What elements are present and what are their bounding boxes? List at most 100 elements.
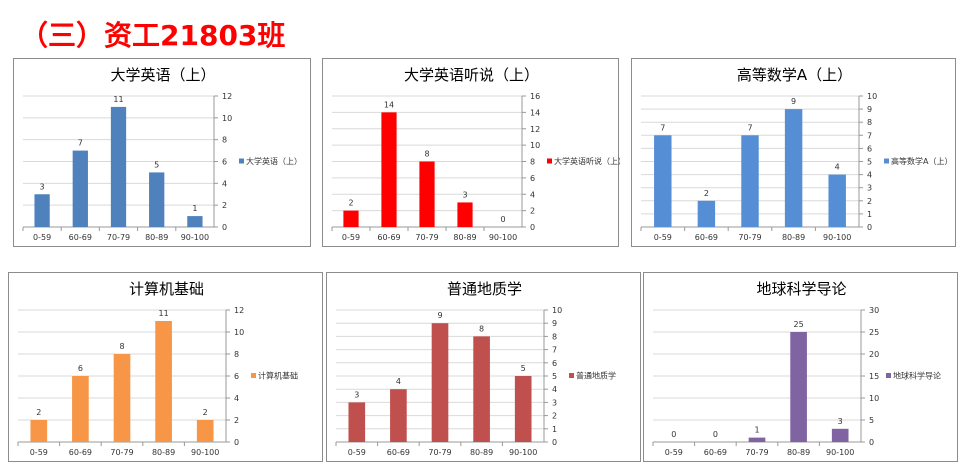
- data-label: 3: [354, 390, 359, 399]
- legend-swatch: [569, 373, 574, 378]
- data-label: 2: [348, 199, 353, 208]
- bar: [697, 200, 716, 227]
- data-label: 0: [713, 430, 718, 439]
- x-tick-label: 80-89: [152, 448, 175, 457]
- bar: [196, 420, 214, 442]
- y-tick-label: 8: [530, 158, 535, 167]
- legend-label: 大学英语（上）: [246, 156, 302, 166]
- bar: [34, 194, 50, 227]
- y-tick-label: 6: [222, 158, 227, 167]
- y-tick-label: 0: [234, 438, 239, 447]
- y-tick-label: 6: [234, 372, 239, 381]
- y-tick-label: 30: [869, 306, 879, 315]
- x-tick-label: 70-79: [738, 233, 761, 242]
- bar: [431, 323, 449, 442]
- x-tick-label: 60-69: [704, 448, 727, 457]
- x-tick-label: 0-59: [665, 448, 683, 457]
- x-tick-label: 60-69: [387, 448, 410, 457]
- y-tick-label: 8: [867, 118, 872, 127]
- y-tick-label: 10: [234, 328, 244, 337]
- legend-label: 大学英语听说（上）: [554, 156, 620, 166]
- bar: [72, 376, 89, 442]
- y-tick-label: 6: [530, 174, 535, 183]
- bar-chart: 计算机基础 0 2 4 6 8 10 12 2 0-59 6 60-69 8 70-79 11 80-89 2 9…: [17, 280, 298, 457]
- bar: [748, 437, 766, 442]
- legend-label: 高等数学A（上）: [891, 156, 952, 166]
- y-tick-label: 8: [222, 136, 227, 145]
- bar: [348, 402, 366, 442]
- data-label: 3: [838, 417, 843, 426]
- y-tick-label: 25: [869, 328, 879, 337]
- bar: [155, 321, 172, 442]
- x-tick-label: 0-59: [33, 233, 51, 242]
- bar: [457, 202, 473, 227]
- bar-chart: 高等数学A（上） 0 1 2 3 4 5 6 7 8 9 10 7 0-59 2 60-69 7 70-79 9 80…: [640, 66, 952, 242]
- x-tick-label: 70-79: [745, 448, 768, 457]
- x-tick-label: 0-59: [348, 448, 366, 457]
- data-label: 14: [384, 100, 394, 109]
- x-tick-label: 80-89: [453, 233, 476, 242]
- y-tick-label: 6: [552, 359, 557, 368]
- y-tick-label: 1: [552, 425, 557, 434]
- y-tick-label: 10: [552, 306, 562, 315]
- y-tick-label: 5: [867, 158, 872, 167]
- chart-panel: 大学英语听说（上） 0 2 4 6 8 10 12 14 16 2 0-59 14 60-69 8 70-79…: [322, 58, 620, 247]
- data-label: 9: [437, 311, 442, 320]
- y-tick-label: 10: [222, 114, 232, 123]
- data-label: 9: [791, 97, 796, 106]
- page-title: （三）资工21803班: [20, 19, 286, 52]
- y-tick-label: 0: [867, 223, 872, 232]
- y-tick-label: 1: [867, 210, 872, 219]
- y-tick-label: 16: [530, 92, 540, 101]
- bar: [419, 161, 435, 227]
- y-tick-label: 2: [530, 207, 535, 216]
- bar-chart: 普通地质学 0 1 2 3 4 5 6 7 8 9 10 3 0-59 4 60-69 9 70-79 8 80-89…: [335, 280, 616, 457]
- legend-label: 地球科学导论: [893, 371, 941, 381]
- chart-panel: 地球科学导论 0 5 10 15 20 25 30 0 0-59 0 60-69 1 70-79 25 80-…: [643, 272, 958, 462]
- y-tick-label: 4: [552, 385, 557, 394]
- y-tick-label: 9: [552, 319, 557, 328]
- chart-title: 计算机基础: [129, 280, 204, 298]
- chart-title: 高等数学A（上）: [737, 66, 852, 84]
- y-tick-label: 0: [222, 223, 227, 232]
- bar-chart: 大学英语（上） 0 2 4 6 8 10 12 3 0-59 7 60-69 11 70-79 5 80-89…: [22, 66, 302, 242]
- data-label: 4: [835, 163, 840, 172]
- data-label: 11: [113, 95, 123, 104]
- legend-swatch: [239, 158, 244, 164]
- data-label: 7: [747, 123, 752, 132]
- data-label: 2: [704, 189, 709, 198]
- data-label: 7: [660, 123, 665, 132]
- y-tick-label: 5: [869, 416, 874, 425]
- x-tick-label: 60-69: [377, 233, 400, 242]
- y-tick-label: 12: [530, 125, 540, 134]
- bar: [654, 135, 672, 227]
- data-label: 5: [521, 364, 526, 373]
- data-label: 0: [671, 430, 676, 439]
- y-tick-label: 2: [222, 201, 227, 210]
- y-tick-label: 7: [867, 131, 872, 140]
- y-tick-label: 20: [869, 350, 879, 359]
- y-tick-label: 8: [552, 332, 557, 341]
- bar: [831, 428, 849, 442]
- chart-panel: 大学英语（上） 0 2 4 6 8 10 12 3 0-59 7 60-69 11 70-79 5 80-89…: [13, 58, 311, 247]
- chart-title: 大学英语（上）: [110, 66, 215, 84]
- chart-panel: 计算机基础 0 2 4 6 8 10 12 2 0-59 6 60-69 8 70-79 11 80-89 2 9…: [8, 272, 323, 462]
- data-label: 6: [78, 364, 83, 373]
- data-label: 7: [78, 139, 83, 148]
- y-tick-label: 14: [530, 108, 540, 117]
- y-tick-label: 15: [869, 372, 879, 381]
- bar-chart: 地球科学导论 0 5 10 15 20 25 30 0 0-59 0 60-69 1 70-79 25 80-…: [652, 280, 941, 457]
- data-label: 0: [500, 215, 505, 224]
- bar: [473, 336, 490, 442]
- y-tick-label: 4: [234, 394, 239, 403]
- data-label: 11: [159, 309, 169, 318]
- bar-chart: 大学英语听说（上） 0 2 4 6 8 10 12 14 16 2 0-59 14 60-69 8 70-79…: [331, 66, 620, 242]
- y-tick-label: 2: [234, 416, 239, 425]
- x-tick-label: 80-89: [145, 233, 168, 242]
- data-label: 1: [192, 204, 197, 213]
- x-tick-label: 70-79: [428, 448, 451, 457]
- bar: [343, 210, 359, 227]
- y-tick-label: 7: [552, 346, 557, 355]
- bar: [784, 109, 803, 227]
- data-label: 8: [424, 150, 429, 159]
